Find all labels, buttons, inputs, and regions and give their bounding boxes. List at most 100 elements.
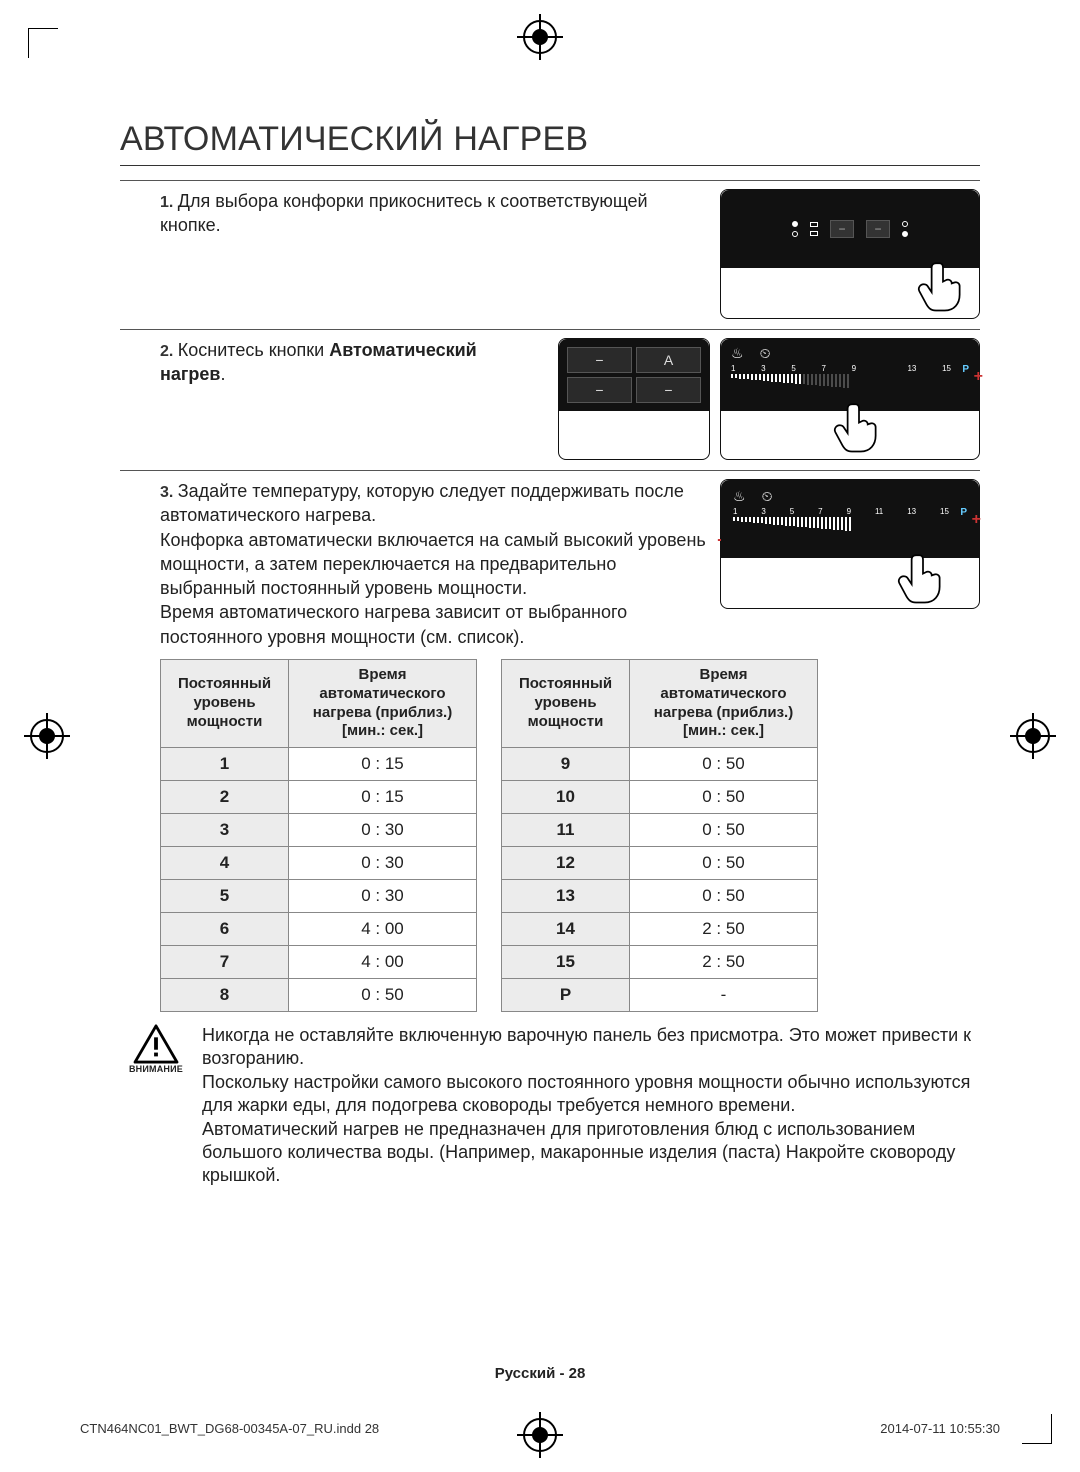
table-row: 74 : 00 <box>161 946 477 979</box>
figure-display-a: − A − − <box>558 338 710 460</box>
power-level-cell: 13 <box>502 880 630 913</box>
heat-time-tables: Постоянный уровень мощности Время автома… <box>160 659 980 1012</box>
power-boost-label: P <box>960 507 967 518</box>
timer-icon: ⏲ <box>760 345 771 362</box>
zone-indicator-icon <box>792 221 798 237</box>
power-boost-label: P <box>962 364 969 375</box>
power-level-cell: 1 <box>161 748 289 781</box>
segment-display-icon: − <box>866 220 890 238</box>
table-row: 64 : 00 <box>161 913 477 946</box>
heat-icon: ♨ <box>731 345 744 362</box>
power-level-cell: 6 <box>161 913 289 946</box>
registration-mark-icon <box>523 20 557 54</box>
warning-label: ВНИМАНИЕ <box>120 1064 192 1074</box>
table-row: 130 : 50 <box>502 880 818 913</box>
warning-text: Никогда не оставляйте включенную варочну… <box>202 1024 980 1188</box>
power-level-cell: 2 <box>161 781 289 814</box>
segment-display-icon: − <box>636 377 701 403</box>
registration-mark-icon <box>1016 719 1050 753</box>
power-level-cell: 14 <box>502 913 630 946</box>
page-title: АВТОМАТИЧЕСКИЙ НАГРЕВ <box>120 120 980 166</box>
power-level-cell: 10 <box>502 781 630 814</box>
table-row: 120 : 50 <box>502 847 818 880</box>
heat-time-cell: 0 : 50 <box>630 847 818 880</box>
heat-time-cell: 4 : 00 <box>289 946 477 979</box>
table-row: 30 : 30 <box>161 814 477 847</box>
registration-mark-icon <box>30 719 64 753</box>
segment-display-icon: A <box>636 347 701 373</box>
heat-time-cell: 0 : 50 <box>630 781 818 814</box>
table-row: 20 : 15 <box>161 781 477 814</box>
heat-icon: ♨ <box>733 488 746 505</box>
step-text-suffix: . <box>220 364 225 384</box>
print-footer: CTN464NC01_BWT_DG68-00345A-07_RU.indd 28… <box>80 1421 1000 1436</box>
segment-display-icon: − <box>567 377 632 403</box>
power-scale: 135791315 P + <box>731 366 969 392</box>
hand-pointer-icon <box>831 399 887 455</box>
step-2: 2. Коснитесь кнопки Автоматический нагре… <box>120 329 980 460</box>
table-header: Постоянный уровень мощности <box>161 660 289 748</box>
segment-display-icon: − <box>567 347 632 373</box>
power-level-cell: 7 <box>161 946 289 979</box>
power-level-cell: 4 <box>161 847 289 880</box>
heat-time-cell: 2 : 50 <box>630 946 818 979</box>
power-level-cell: 11 <box>502 814 630 847</box>
power-scale: 13579111315 P + <box>733 509 967 535</box>
figure-slider-b: − ♨ ⏲ 13579111315 P + <box>720 479 980 609</box>
heat-time-cell: 0 : 50 <box>630 748 818 781</box>
hand-pointer-icon <box>895 550 951 606</box>
hand-pointer-icon <box>915 258 971 314</box>
zone-indicator-icon <box>810 222 818 236</box>
table-row: 10 : 15 <box>161 748 477 781</box>
heat-time-cell: 0 : 30 <box>289 814 477 847</box>
table-row: 100 : 50 <box>502 781 818 814</box>
power-level-cell: 8 <box>161 979 289 1012</box>
table-header: Время автоматического нагрева (приблиз.)… <box>630 660 818 748</box>
table-header: Постоянный уровень мощности <box>502 660 630 748</box>
table-header: Время автоматического нагрева (приблиз.)… <box>289 660 477 748</box>
heat-time-cell: 0 : 15 <box>289 748 477 781</box>
page: АВТОМАТИЧЕСКИЙ НАГРЕВ 1. Для выбора конф… <box>0 0 1080 1472</box>
plus-icon: + <box>972 511 981 529</box>
step-number: 1. <box>160 194 173 211</box>
page-number: Русский - 28 <box>0 1365 1080 1382</box>
crop-mark-icon <box>1022 1414 1052 1444</box>
step-text-prefix: Коснитесь кнопки <box>178 340 329 360</box>
power-level-cell: 5 <box>161 880 289 913</box>
print-footer-timestamp: 2014-07-11 10:55:30 <box>880 1421 1000 1436</box>
power-level-cell: 15 <box>502 946 630 979</box>
figure-slider-a: ♨ ⏲ 135791315 P + <box>720 338 980 460</box>
timer-icon: ⏲ <box>762 488 773 505</box>
step-text: Задайте температуру, которую следует под… <box>160 481 706 647</box>
step-3: 3. Задайте температуру, которую следует … <box>120 470 980 649</box>
step-1: 1. Для выбора конфорки прикоснитесь к со… <box>120 180 980 319</box>
table-row: 142 : 50 <box>502 913 818 946</box>
heat-time-table-left: Постоянный уровень мощности Время автома… <box>160 659 477 1012</box>
step-text: Коснитесь кнопки Автоматический нагрев. <box>160 340 477 384</box>
heat-time-cell: 0 : 15 <box>289 781 477 814</box>
table-row: 90 : 50 <box>502 748 818 781</box>
figure-select-zone: − − <box>720 189 980 319</box>
zone-indicator-icon <box>902 221 908 237</box>
crop-mark-icon <box>28 28 58 58</box>
warning-triangle-icon <box>133 1024 179 1064</box>
step-number: 3. <box>160 484 173 501</box>
table-row: 110 : 50 <box>502 814 818 847</box>
power-level-cell: P <box>502 979 630 1012</box>
power-level-cell: 3 <box>161 814 289 847</box>
segment-display-icon: − <box>830 220 854 238</box>
print-footer-file: CTN464NC01_BWT_DG68-00345A-07_RU.indd 28 <box>80 1421 379 1436</box>
warning-block: ВНИМАНИЕ Никогда не оставляйте включенну… <box>120 1024 980 1188</box>
plus-icon: + <box>974 368 983 386</box>
table-row: 50 : 30 <box>161 880 477 913</box>
step-text: Для выбора конфорки прикоснитесь к соотв… <box>160 191 648 235</box>
table-row: 80 : 50 <box>161 979 477 1012</box>
heat-time-cell: 2 : 50 <box>630 913 818 946</box>
power-level-cell: 12 <box>502 847 630 880</box>
heat-time-cell: 0 : 30 <box>289 880 477 913</box>
heat-time-cell: - <box>630 979 818 1012</box>
power-level-cell: 9 <box>502 748 630 781</box>
heat-time-cell: 0 : 30 <box>289 847 477 880</box>
table-row: 152 : 50 <box>502 946 818 979</box>
heat-time-table-right: Постоянный уровень мощности Время автома… <box>501 659 818 1012</box>
